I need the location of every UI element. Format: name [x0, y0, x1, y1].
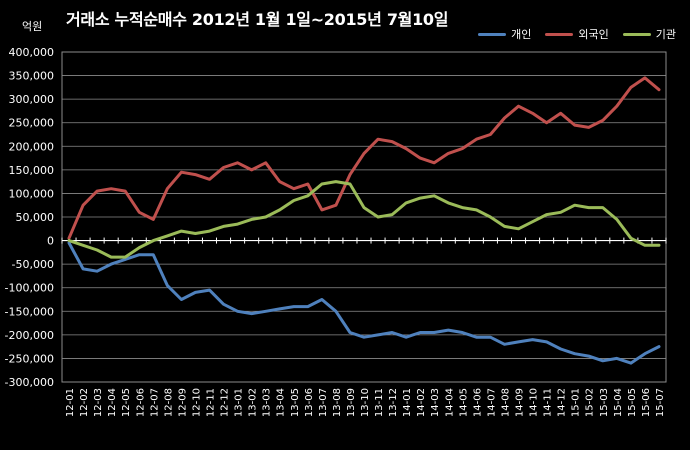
x-tick-label: 12-04	[107, 388, 118, 417]
legend: 개인 외국인 기관	[478, 26, 676, 42]
y-tick-label: -100,000	[5, 282, 54, 295]
y-tick-label: 0	[47, 235, 54, 248]
x-tick-label: 13-07	[318, 388, 329, 417]
x-tick-label: 14-07	[486, 388, 497, 417]
x-tick-label: 14-03	[430, 388, 441, 417]
x-tick-label: 13-05	[290, 388, 301, 417]
x-tick-label: 14-01	[402, 388, 413, 417]
y-tick-label: 300,000	[9, 93, 55, 106]
series-line-individual	[67, 241, 661, 365]
y-axis-unit-label: 억원	[22, 20, 43, 33]
x-tick-label: 14-09	[515, 388, 526, 417]
x-tick-label: 12-06	[135, 388, 146, 417]
y-tick-label: -300,000	[5, 376, 54, 389]
x-tick-label: 12-02	[79, 388, 90, 417]
y-tick-label: 100,000	[9, 187, 55, 200]
x-tick-label: 12-10	[191, 388, 202, 417]
y-tick-label: 200,000	[9, 140, 55, 153]
x-tick-label: 13-02	[248, 388, 259, 417]
x-tick-label: 13-11	[374, 388, 385, 417]
x-tick-label: 13-04	[276, 388, 287, 417]
y-tick-label: -250,000	[5, 352, 54, 365]
x-tick-label: 12-11	[205, 388, 216, 417]
x-tick-label: 15-07	[655, 388, 666, 417]
x-tick-label: 14-04	[444, 388, 455, 417]
x-tick-label: 14-12	[557, 388, 568, 417]
y-tick-label: 400,000	[9, 46, 55, 59]
chart-title: 거래소 누적순매수 2012년 1월 1일~2015년 7월10일	[66, 10, 449, 29]
legend-swatch-foreign	[545, 32, 574, 36]
y-tick-label: -200,000	[5, 329, 54, 342]
x-tick-label: 14-06	[472, 388, 483, 417]
x-tick-label: 14-11	[543, 388, 554, 417]
x-tick-label: 12-05	[121, 388, 132, 417]
x-tick-label: 14-08	[500, 388, 511, 417]
legend-item-foreign: 외국인	[545, 26, 609, 42]
y-tick-label: 350,000	[9, 70, 55, 83]
y-tick-label: 250,000	[9, 117, 55, 130]
x-tick-label: 15-04	[613, 388, 624, 417]
x-tick-label: 15-01	[571, 388, 582, 417]
x-tick-label: 13-08	[332, 388, 343, 417]
x-tick-label: 12-03	[93, 388, 104, 417]
x-tick-label: 12-07	[149, 388, 160, 417]
legend-swatch-individual	[478, 32, 507, 36]
legend-label-institution: 기관	[655, 28, 676, 41]
series-line-institution	[67, 180, 661, 259]
x-tick-label: 12-01	[65, 388, 76, 417]
x-tick-label: 12-08	[163, 388, 174, 417]
x-tick-label: 12-09	[177, 388, 188, 417]
x-tick-label: 13-01	[234, 388, 245, 417]
x-tick-label: 14-05	[458, 388, 469, 417]
legend-item-institution: 기관	[622, 26, 676, 42]
x-tick-label: 13-12	[388, 388, 399, 417]
x-tick-label: 13-03	[262, 388, 273, 417]
x-tick-label: 15-06	[641, 388, 652, 417]
x-tick-label: 14-10	[529, 388, 540, 417]
x-tick-label: 13-10	[360, 388, 371, 417]
legend-label-foreign: 외국인	[578, 28, 609, 41]
series-line-foreign	[67, 76, 661, 240]
y-tick-label: -50,000	[12, 258, 54, 271]
legend-label-individual: 개인	[511, 28, 532, 41]
y-tick-label: 150,000	[9, 164, 55, 177]
legend-item-individual: 개인	[478, 26, 531, 42]
x-tick-label: 15-03	[599, 388, 610, 417]
x-tick-label: 13-09	[346, 388, 357, 417]
legend-swatch-institution	[622, 32, 651, 36]
y-tick-label: -150,000	[5, 305, 54, 318]
x-tick-label: 13-06	[304, 388, 315, 417]
x-tick-label: 12-12	[220, 388, 231, 417]
x-tick-label: 15-02	[585, 388, 596, 417]
x-tick-label: 14-02	[416, 388, 427, 417]
x-tick-label: 15-05	[627, 388, 638, 417]
y-tick-label: 50,000	[16, 211, 55, 224]
